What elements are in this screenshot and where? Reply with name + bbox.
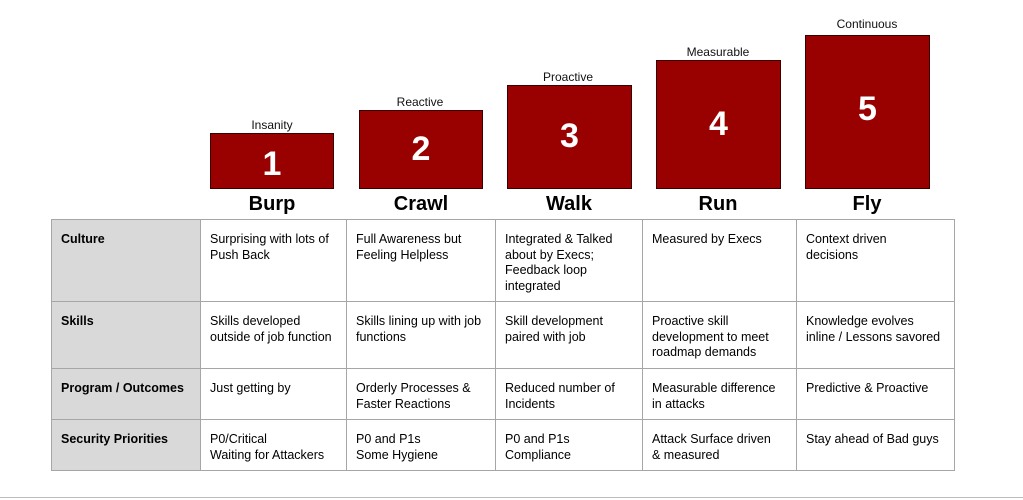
cell-line: Integrated & Talked — [505, 232, 613, 246]
cell-line: Measurable difference — [652, 381, 776, 395]
cell-line: Skill development — [505, 314, 603, 328]
cell-line: Some Hygiene — [356, 447, 438, 462]
cell-line: functions — [356, 329, 407, 344]
cell-line: Context driven — [806, 232, 887, 246]
cell-line: Attack Surface driven — [652, 432, 771, 446]
row-header: Culture — [51, 219, 201, 302]
level-number: 1 — [262, 144, 282, 183]
cell-line: Push Back — [210, 247, 270, 262]
cell-line: integrated — [505, 278, 561, 293]
cell-line: Full Awareness but — [356, 232, 462, 246]
level-number: 4 — [709, 105, 728, 143]
level-box: 2 — [359, 110, 483, 189]
table-cell: Attack Surface driven & measured — [642, 419, 797, 471]
cell-line: Knowledge evolves — [806, 314, 914, 328]
table-cell: Orderly Processes & Faster Reactions — [346, 368, 496, 420]
table-cell: Skill development paired with job — [495, 301, 643, 369]
cell-line: Surprising with lots of — [210, 232, 329, 246]
cell-line: Proactive skill — [652, 314, 729, 328]
cell-line: Predictive & Proactive — [806, 381, 929, 395]
level-caption: Proactive — [542, 70, 594, 84]
table-cell: Context driven decisions — [796, 219, 955, 302]
row-header: Skills — [51, 301, 201, 369]
cell-line: about by Execs; — [505, 247, 594, 262]
cell-line: development to meet — [652, 329, 769, 344]
cell-line: Orderly Processes & — [356, 381, 471, 395]
table-row: Program / Outcomes Just getting by Orderly… — [51, 368, 955, 420]
level-name: Fly — [852, 193, 882, 215]
table-row: Culture Surprising with lots of Push Back F… — [51, 219, 955, 302]
level-box: 5 — [805, 35, 930, 189]
cell-line: Skills developed — [210, 314, 301, 328]
level-caption: Continuous — [836, 17, 898, 31]
cell-line: Compliance — [505, 447, 572, 462]
level-caption: Measurable — [686, 45, 750, 59]
cell-line: roadmap demands — [652, 345, 757, 359]
cell-line: P0/Critical — [210, 432, 267, 446]
table-cell: Measured by Execs — [642, 219, 797, 302]
cell-line: P0 and P1s — [505, 432, 570, 446]
cell-line: outside of job function — [210, 329, 332, 344]
cell-line: decisions — [806, 247, 859, 262]
cell-line: P0 and P1s — [356, 432, 421, 446]
row-header: Security Priorities — [51, 419, 201, 471]
level-number: 2 — [411, 130, 431, 168]
level-name: Run — [698, 193, 738, 215]
cell-line: in attacks — [652, 396, 705, 411]
cell-line: Reduced number of — [505, 381, 615, 395]
level-name: Burp — [248, 193, 296, 215]
table-cell: Stay ahead of Bad guys — [796, 419, 955, 471]
level-caption: Insanity — [251, 118, 293, 132]
bottom-divider — [0, 497, 1023, 498]
table-cell: Full Awareness but Feeling Helpless — [346, 219, 496, 302]
row-header: Program / Outcomes — [51, 368, 201, 420]
level-name: Crawl — [393, 193, 449, 215]
table-row: Skills Skills developed outside of job fun… — [51, 301, 955, 369]
table-cell: Proactive skill development to meet roadma… — [642, 301, 797, 369]
table-row: Security Priorities P0/Critical Waiting fo… — [51, 419, 955, 471]
level-box: 3 — [507, 85, 632, 189]
table-cell: P0 and P1s Compliance — [495, 419, 643, 471]
table-cell: Just getting by — [200, 368, 347, 420]
table-cell: P0/Critical Waiting for Attackers — [200, 419, 347, 471]
cell-line: inline / Lessons savored — [806, 329, 941, 344]
cell-line: Feeling Helpless — [356, 247, 449, 262]
table-cell: Measurable difference in attacks — [642, 368, 797, 420]
cell-line: Skills lining up with job — [356, 314, 482, 328]
table-cell: Predictive & Proactive — [796, 368, 955, 420]
cell-line: & measured — [652, 447, 720, 462]
cell-line: Faster Reactions — [356, 396, 451, 411]
table-cell: Knowledge evolves inline / Lessons savore… — [796, 301, 955, 369]
cell-line: Incidents — [505, 396, 556, 411]
table-cell: P0 and P1s Some Hygiene — [346, 419, 496, 471]
level-number: 3 — [560, 116, 579, 155]
table-cell: Reduced number of Incidents — [495, 368, 643, 420]
cell-line: Stay ahead of Bad guys — [806, 432, 939, 446]
cell-line: Waiting for Attackers — [210, 447, 325, 462]
level-box: 4 — [656, 60, 781, 189]
cell-line: Just getting by — [210, 381, 291, 395]
cell-line: paired with job — [505, 329, 586, 344]
cell-line: Feedback loop — [505, 263, 588, 277]
table-cell: Skills lining up with job functions — [346, 301, 496, 369]
table-cell: Skills developed outside of job function — [200, 301, 347, 369]
level-box: 1 — [210, 133, 334, 189]
level-name: Walk — [546, 193, 592, 215]
level-caption: Reactive — [396, 95, 444, 109]
table-cell: Surprising with lots of Push Back — [200, 219, 347, 302]
level-number: 5 — [858, 89, 877, 128]
table-cell: Integrated & Talked about by Execs; Feedba… — [495, 219, 643, 302]
maturity-matrix-table: Culture Surprising with lots of Push Back F… — [51, 219, 955, 471]
cell-line: Measured by Execs — [652, 232, 762, 246]
